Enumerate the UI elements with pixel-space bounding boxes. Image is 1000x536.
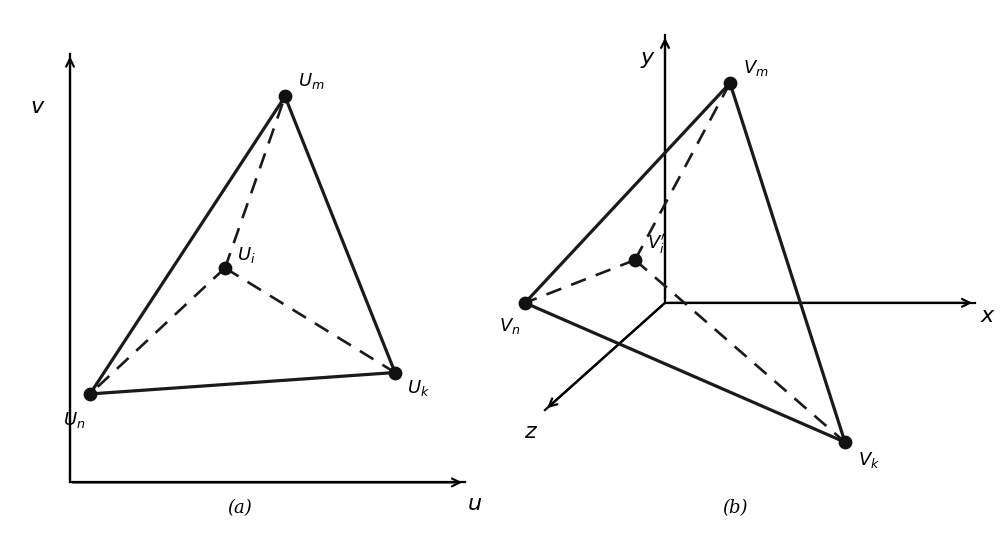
Text: (b): (b) <box>722 499 748 517</box>
Text: $y$: $y$ <box>640 48 656 70</box>
Text: $u$: $u$ <box>467 493 483 515</box>
Text: $x$: $x$ <box>980 305 996 327</box>
Point <box>517 299 533 307</box>
Text: $V_k$: $V_k$ <box>858 450 880 470</box>
Point <box>627 256 643 264</box>
Text: $V_m$: $V_m$ <box>743 58 769 78</box>
Point <box>217 264 233 272</box>
Point <box>722 79 738 87</box>
Point <box>387 368 403 377</box>
Text: $U_k$: $U_k$ <box>407 378 430 398</box>
Point <box>82 390 98 398</box>
Text: $V_n$: $V_n$ <box>499 316 520 336</box>
Text: $U_i$: $U_i$ <box>237 245 256 265</box>
Text: $z$: $z$ <box>524 421 538 443</box>
Text: $U_n$: $U_n$ <box>63 410 85 430</box>
Text: $V_i'$: $V_i'$ <box>647 233 666 257</box>
Text: (a): (a) <box>228 499 252 517</box>
Text: $U_m$: $U_m$ <box>298 71 325 91</box>
Text: $v$: $v$ <box>30 96 46 118</box>
Point <box>837 438 853 446</box>
Point <box>277 92 293 101</box>
